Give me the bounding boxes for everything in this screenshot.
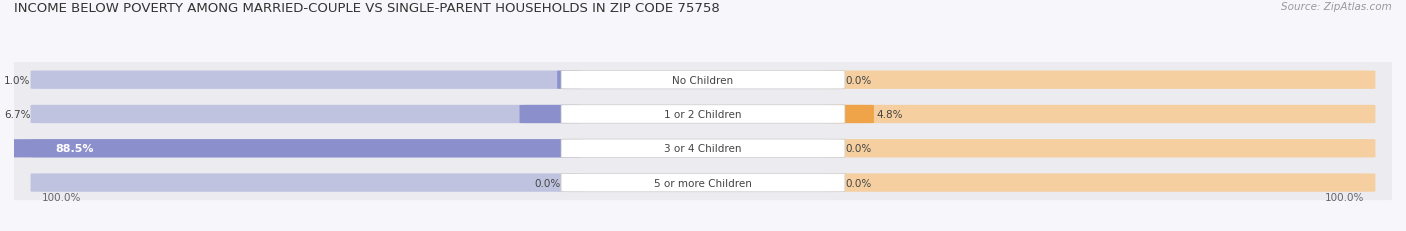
FancyBboxPatch shape xyxy=(3,131,1403,166)
FancyBboxPatch shape xyxy=(31,71,583,89)
FancyBboxPatch shape xyxy=(561,174,845,192)
Text: Source: ZipAtlas.com: Source: ZipAtlas.com xyxy=(1281,2,1392,12)
Text: 0.0%: 0.0% xyxy=(845,178,872,188)
FancyBboxPatch shape xyxy=(825,105,875,124)
FancyBboxPatch shape xyxy=(31,105,583,124)
FancyBboxPatch shape xyxy=(823,174,1375,192)
FancyBboxPatch shape xyxy=(561,140,845,158)
Text: 3 or 4 Children: 3 or 4 Children xyxy=(664,144,742,154)
Text: 4.8%: 4.8% xyxy=(877,109,903,119)
Text: 6.7%: 6.7% xyxy=(4,109,31,119)
FancyBboxPatch shape xyxy=(520,105,581,124)
Text: 5 or more Children: 5 or more Children xyxy=(654,178,752,188)
FancyBboxPatch shape xyxy=(557,71,581,89)
FancyBboxPatch shape xyxy=(31,174,583,192)
FancyBboxPatch shape xyxy=(823,140,1375,158)
FancyBboxPatch shape xyxy=(3,63,1403,98)
Text: 0.0%: 0.0% xyxy=(845,75,872,85)
Text: No Children: No Children xyxy=(672,75,734,85)
FancyBboxPatch shape xyxy=(561,71,845,89)
FancyBboxPatch shape xyxy=(561,105,845,124)
Text: 88.5%: 88.5% xyxy=(55,144,94,154)
FancyBboxPatch shape xyxy=(823,105,1375,124)
FancyBboxPatch shape xyxy=(0,140,581,158)
FancyBboxPatch shape xyxy=(823,71,1375,89)
Text: 0.0%: 0.0% xyxy=(534,178,561,188)
FancyBboxPatch shape xyxy=(3,165,1403,200)
FancyBboxPatch shape xyxy=(3,97,1403,132)
Text: 0.0%: 0.0% xyxy=(845,144,872,154)
Text: 1 or 2 Children: 1 or 2 Children xyxy=(664,109,742,119)
FancyBboxPatch shape xyxy=(31,140,583,158)
Text: 100.0%: 100.0% xyxy=(42,193,82,203)
Text: INCOME BELOW POVERTY AMONG MARRIED-COUPLE VS SINGLE-PARENT HOUSEHOLDS IN ZIP COD: INCOME BELOW POVERTY AMONG MARRIED-COUPL… xyxy=(14,2,720,15)
Text: 1.0%: 1.0% xyxy=(4,75,31,85)
Text: 100.0%: 100.0% xyxy=(1324,193,1364,203)
